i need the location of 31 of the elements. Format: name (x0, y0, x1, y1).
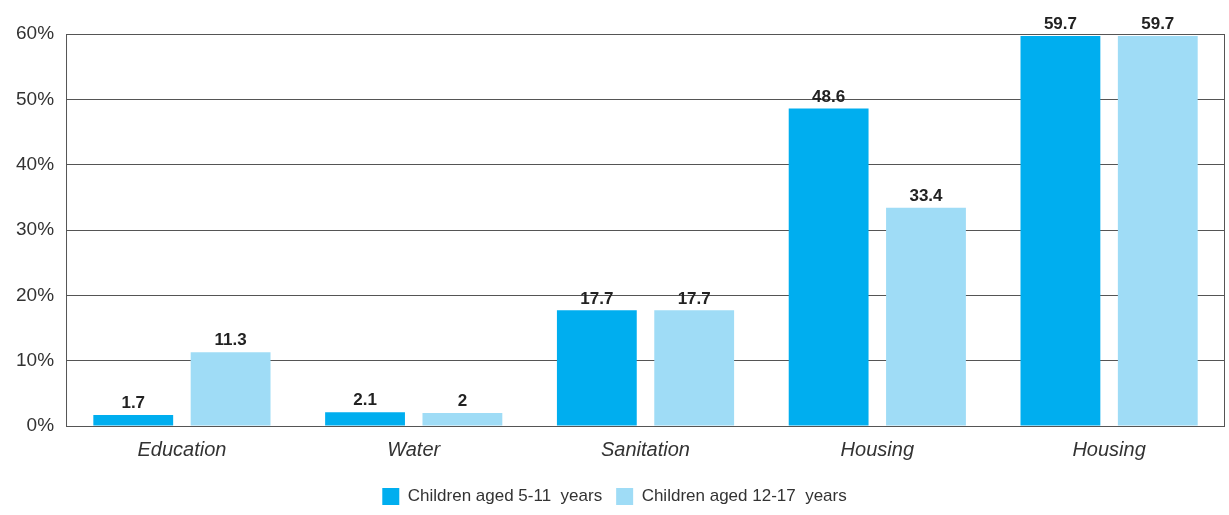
bar (556, 310, 637, 426)
bar (325, 412, 405, 426)
data-label: 2 (457, 391, 468, 411)
bar (422, 412, 503, 426)
x-tick-label: Housing (1072, 437, 1146, 460)
y-tick-label: 0% (26, 414, 55, 436)
bar (1117, 35, 1198, 426)
y-tick-label: 60% (16, 22, 55, 44)
bar (1020, 35, 1101, 426)
data-label: 2.1 (353, 390, 377, 410)
bar (886, 207, 966, 426)
x-tick-label: Housing (840, 437, 914, 460)
bar (93, 414, 174, 426)
y-tick-label: 10% (16, 348, 55, 370)
data-label: 33.4 (909, 185, 944, 205)
y-tick-label: 20% (16, 283, 55, 305)
bar (788, 108, 869, 426)
x-tick-label: Water (387, 437, 442, 460)
data-label: 59.7 (1043, 14, 1077, 34)
data-label: 1.7 (121, 393, 146, 413)
x-tick-label: Sanitation (601, 437, 690, 460)
y-tick-label: 40% (16, 152, 55, 174)
y-tick-label: 30% (16, 218, 55, 240)
bar (190, 352, 271, 426)
data-label: 11.3 (214, 330, 247, 350)
legend-label: Children aged 5-11 years (407, 486, 603, 506)
data-label: 59.7 (1141, 14, 1175, 34)
y-tick-label: 50% (16, 87, 55, 109)
x-tick-label: Education (137, 437, 227, 460)
legend-label: Children aged 12-17 years (641, 486, 847, 506)
bar (654, 310, 735, 426)
